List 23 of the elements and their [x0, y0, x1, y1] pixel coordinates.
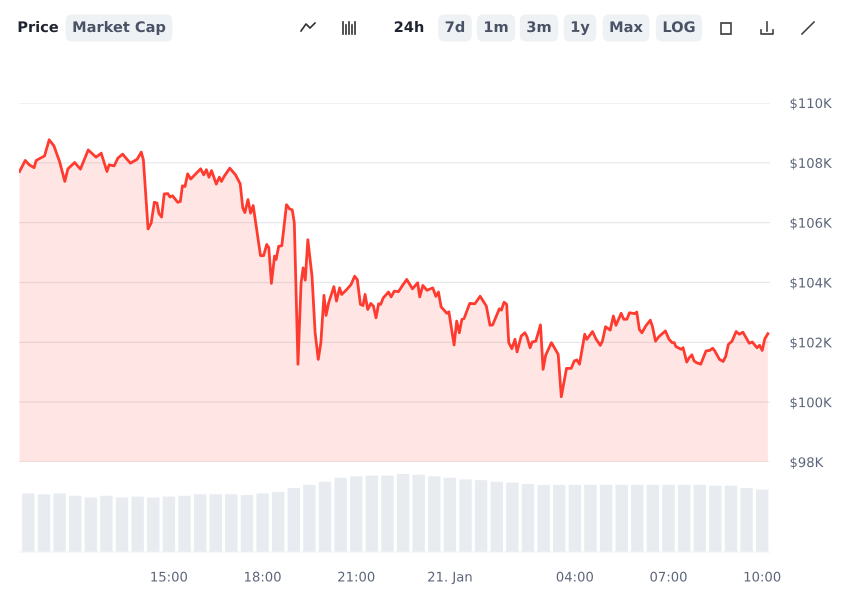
text: 1m [484, 21, 508, 32]
y-tick-label: $110K [790, 98, 832, 110]
x-tick-label: 21. Jan [428, 572, 472, 584]
text: Price [18, 20, 58, 32]
text: Market Cap [73, 20, 166, 36]
x-tick-label: 18:00 [245, 572, 281, 582]
x-tick-label: 15:00 [151, 572, 188, 582]
y-tick-label: $98K [790, 456, 824, 469]
text: 24h [394, 20, 424, 32]
x-tick-label: 10:00 [744, 572, 780, 582]
text: 1y [572, 21, 590, 36]
y-tick-label: $108K [790, 158, 832, 170]
y-tick-label: $104K [790, 277, 832, 290]
y-tick-label: $100K [790, 397, 832, 410]
text: LOG [664, 21, 694, 32]
x-tick-label: 04:00 [556, 572, 593, 582]
x-tick-label: 07:00 [650, 572, 687, 582]
y-tick-label: $102K [790, 337, 832, 350]
x-tick-label: 21:00 [338, 572, 374, 582]
text: 7d [446, 20, 464, 32]
y-tick-label: $106K [790, 218, 832, 230]
text: Max [610, 21, 643, 32]
text: 3m [527, 21, 551, 32]
